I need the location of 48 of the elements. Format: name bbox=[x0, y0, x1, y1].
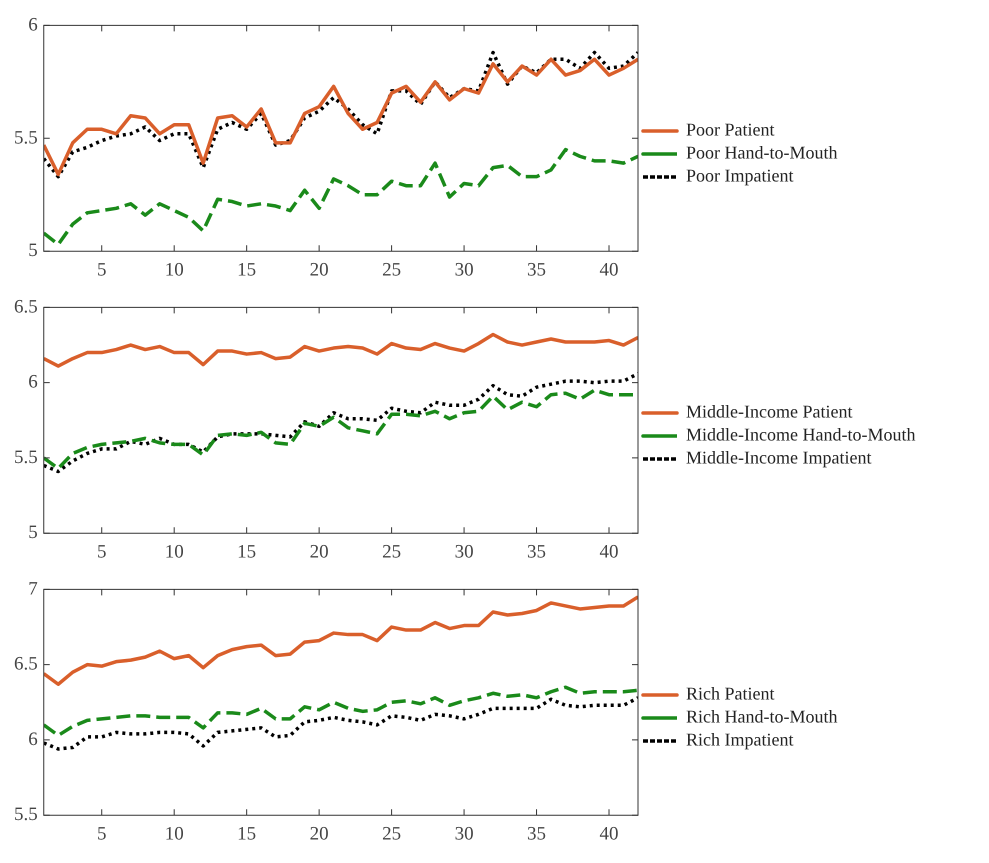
legend-label: Poor Hand-to-Mouth bbox=[686, 142, 838, 163]
legend-label: Rich Hand-to-Mouth bbox=[686, 706, 838, 727]
legend-label: Middle-Income Impatient bbox=[686, 448, 872, 468]
y-tick-label: 7 bbox=[28, 578, 38, 600]
x-tick-label: 35 bbox=[527, 260, 546, 281]
x-tick-label: 35 bbox=[527, 824, 546, 845]
line-series bbox=[44, 372, 638, 474]
y-tick-label: 6 bbox=[28, 372, 38, 393]
legend-label: Poor Impatient bbox=[686, 166, 794, 186]
x-tick-label: 10 bbox=[164, 260, 184, 281]
x-tick-label: 5 bbox=[96, 260, 106, 281]
x-tick-label: 30 bbox=[454, 542, 474, 563]
x-tick-label: 10 bbox=[164, 542, 184, 563]
x-tick-label: 30 bbox=[454, 260, 474, 281]
x-tick-label: 20 bbox=[310, 824, 329, 845]
y-tick-label: 5 bbox=[28, 240, 38, 262]
x-tick-label: 30 bbox=[454, 824, 474, 845]
legend-label: Rich Patient bbox=[686, 684, 774, 704]
x-tick-label: 40 bbox=[600, 824, 619, 845]
y-tick-label: 5.5 bbox=[14, 804, 38, 826]
x-tick-label: 15 bbox=[237, 824, 256, 845]
x-tick-label: 25 bbox=[382, 824, 402, 845]
y-tick-label: 5.5 bbox=[14, 127, 38, 148]
x-tick-label: 25 bbox=[382, 542, 402, 563]
y-tick-label: 5 bbox=[28, 522, 38, 544]
y-tick-label: 6.5 bbox=[14, 654, 38, 675]
x-tick-label: 5 bbox=[96, 824, 106, 845]
y-tick-label: 6.5 bbox=[14, 296, 38, 318]
x-tick-label: 5 bbox=[96, 542, 106, 563]
legend-label: Middle-Income Patient bbox=[686, 402, 852, 422]
line-series bbox=[44, 696, 638, 751]
legend-label: Middle-Income Hand-to-Mouth bbox=[686, 424, 916, 445]
x-tick-label: 20 bbox=[310, 542, 329, 563]
x-tick-label: 25 bbox=[382, 260, 402, 281]
line-series bbox=[44, 685, 638, 738]
x-tick-label: 35 bbox=[527, 542, 546, 563]
legend-label: Poor Patient bbox=[686, 120, 774, 140]
x-tick-label: 40 bbox=[600, 260, 619, 281]
line-series bbox=[44, 148, 638, 246]
legend-label: Rich Impatient bbox=[686, 730, 794, 750]
x-tick-label: 15 bbox=[237, 260, 256, 281]
y-tick-label: 6 bbox=[28, 728, 38, 750]
y-tick-label: 5.5 bbox=[14, 446, 38, 468]
y-tick-label: 6 bbox=[28, 14, 38, 36]
x-tick-label: 10 bbox=[164, 824, 184, 845]
x-tick-label: 15 bbox=[237, 542, 256, 563]
x-tick-label: 40 bbox=[600, 542, 619, 563]
x-tick-label: 20 bbox=[310, 260, 329, 281]
